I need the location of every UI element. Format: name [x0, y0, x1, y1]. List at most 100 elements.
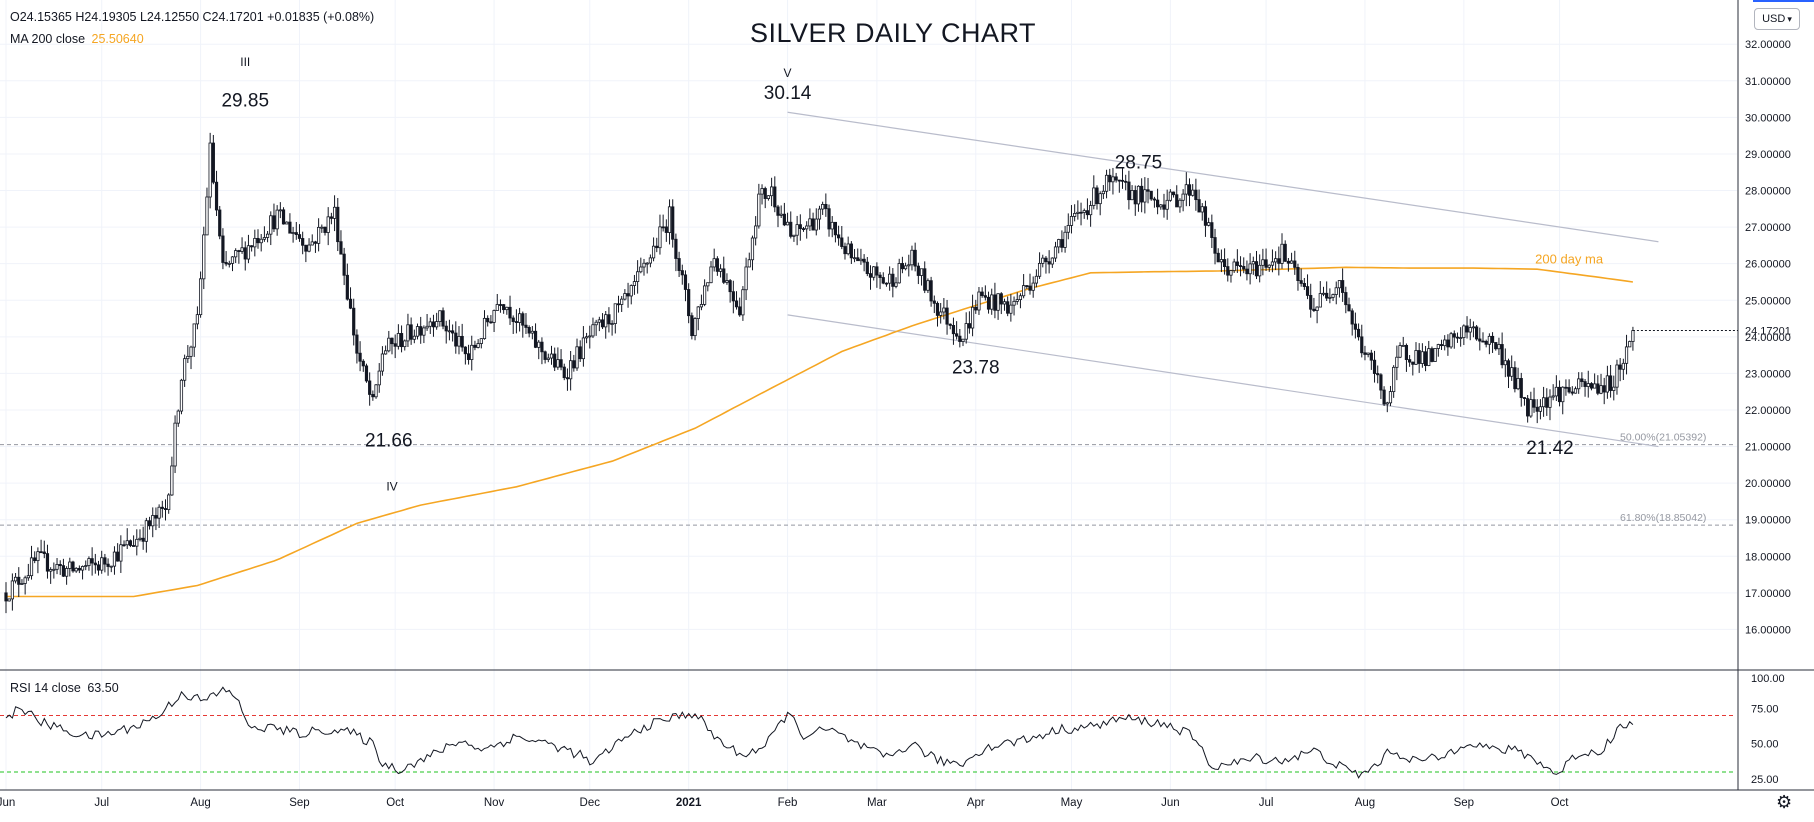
candle-body	[1561, 386, 1565, 403]
candle-body	[457, 335, 461, 347]
candle-body	[486, 317, 490, 323]
candle-body	[1178, 199, 1182, 208]
candle-body	[1347, 304, 1351, 312]
candle-body	[868, 273, 873, 278]
candle-body	[1478, 338, 1482, 342]
candle-body	[600, 319, 605, 328]
gear-icon[interactable]: ⚙	[1776, 792, 1793, 812]
candle-body	[958, 335, 962, 342]
candle-body	[167, 494, 171, 510]
candle-body	[163, 508, 168, 510]
candle-body	[559, 359, 563, 368]
candle-body	[320, 226, 324, 229]
y-tick-label: 17.00000	[1745, 588, 1791, 600]
candle-body	[1098, 193, 1102, 205]
candle-body	[827, 208, 831, 230]
candle-body	[355, 334, 359, 354]
ma-200-line	[6, 266, 1634, 598]
y-tick-label: 25.00000	[1745, 295, 1791, 307]
y-tick-label: 32.00000	[1745, 39, 1791, 51]
candle-body	[709, 266, 713, 284]
rsi-label: RSI 14 close	[10, 681, 81, 695]
candle-body	[613, 303, 617, 324]
candle-body	[1226, 266, 1230, 276]
candle-body	[1041, 257, 1045, 264]
candle-body	[1459, 337, 1463, 339]
candle-body	[789, 221, 793, 237]
candle-body	[1022, 285, 1026, 297]
candle-body	[1427, 348, 1431, 366]
candle-body	[1356, 328, 1361, 338]
price-annotation: 28.75	[1115, 153, 1163, 174]
candle-body	[1073, 213, 1077, 217]
candle-body	[792, 234, 796, 237]
price-annotation: 29.85	[221, 90, 269, 111]
candle-body	[1130, 190, 1134, 201]
candle-body	[42, 551, 46, 555]
candle-body	[348, 298, 353, 309]
candle-body	[674, 238, 678, 259]
candle-body	[61, 565, 66, 577]
candle-body	[1312, 308, 1316, 311]
candle-body	[760, 188, 764, 195]
candle-body	[313, 241, 318, 244]
candle-body	[508, 306, 512, 319]
candle-body	[33, 557, 37, 562]
x-tick-label: Aug	[190, 797, 210, 809]
currency-label: USD	[1762, 13, 1786, 25]
candle-body	[7, 598, 11, 602]
currency-selector[interactable]: USD ▾	[1754, 8, 1800, 30]
candle-body	[269, 215, 273, 235]
candle-body	[154, 515, 158, 519]
candle-body	[422, 327, 426, 336]
candle-body	[623, 293, 627, 300]
candle-body	[1401, 344, 1405, 347]
candle-body	[447, 330, 452, 333]
candle-body	[1111, 176, 1115, 183]
candle-body	[677, 258, 681, 271]
candle-body	[1187, 184, 1192, 196]
candle-body	[1506, 360, 1511, 377]
candle-body	[687, 289, 691, 317]
candle-body	[1146, 189, 1150, 192]
candle-body	[262, 237, 266, 240]
candle-body	[926, 280, 930, 291]
price-annotation: 21.66	[365, 431, 413, 452]
candle-body	[856, 257, 860, 262]
candle-body	[852, 257, 857, 260]
candle-body	[352, 307, 356, 336]
candle-body	[304, 244, 308, 252]
fib-levels: 50.00%(21.05392) 61.80%(18.85042)	[0, 432, 1735, 526]
candle-body	[1535, 406, 1539, 412]
candle-body	[693, 318, 697, 337]
y-tick-label: 24.00000	[1745, 332, 1791, 344]
x-tick-label: 2021	[676, 797, 702, 809]
candle-body	[955, 333, 959, 337]
candle-body	[1213, 237, 1217, 254]
candle-body	[878, 274, 882, 278]
candle-body	[237, 250, 241, 252]
candle-body	[1510, 367, 1514, 377]
candle-body	[390, 337, 394, 345]
x-tick-label: Mar	[867, 797, 887, 809]
candle-body	[4, 592, 8, 602]
candle-body	[29, 557, 34, 577]
candle-body	[1631, 330, 1635, 342]
candle-body	[221, 235, 225, 263]
candle-body	[23, 577, 27, 584]
candle-body	[93, 562, 97, 566]
candle-body	[26, 575, 30, 579]
candle-body	[17, 576, 21, 585]
annotations: III 29.85 V 30.14 28.75 21.66 IV 23.78 21.42 200 …	[221, 55, 1603, 493]
candle-body	[948, 323, 952, 326]
candle-body	[1436, 344, 1440, 349]
candle-body	[734, 300, 739, 308]
candle-body	[632, 281, 637, 286]
channel-upper-line	[787, 111, 1659, 243]
candle-body	[1002, 301, 1007, 305]
candle-body	[1331, 294, 1335, 298]
candle-body	[1264, 259, 1268, 268]
candle-body	[112, 551, 117, 567]
